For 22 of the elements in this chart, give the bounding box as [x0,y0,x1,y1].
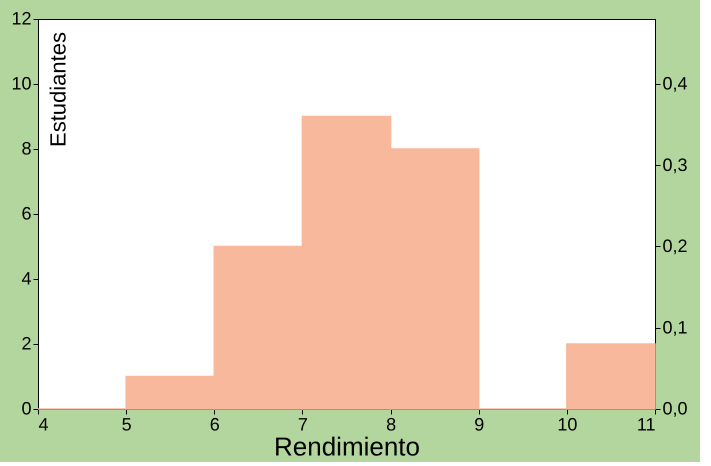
x-tick-label: 7 [298,414,308,434]
y-tick-label: 2 [21,334,32,354]
y2-tick-label: 0,2 [662,236,688,256]
y2-tick-label: 0,4 [662,74,688,94]
y-axis-title: Estudiantes [46,32,70,147]
x-tick-label: 5 [122,414,132,434]
x-tick-label: 4 [38,414,49,434]
y-tick-label: 4 [21,268,32,288]
x-tick-label: 8 [386,414,396,434]
x-tick-label: 6 [210,414,220,434]
y-tick-label: 0 [21,398,32,418]
y-tick-label: 10 [11,74,32,94]
x-axis-title: Rendimiento [274,432,420,462]
y-tick-label: 6 [21,204,32,224]
y-tick-label: 8 [21,138,32,158]
y2-tick-label: 0,0 [662,398,688,418]
x-tick-label: 11 [636,414,656,434]
x-tick-label: 9 [474,414,484,434]
y2-tick-label: 0,1 [662,317,688,338]
y2-tick-label: 0,3 [662,154,688,175]
y-tick-label: 12 [11,8,32,28]
x-tick-label: 10 [557,414,578,434]
